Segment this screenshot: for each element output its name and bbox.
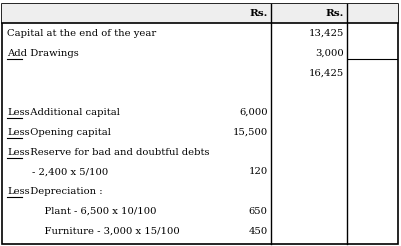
Text: Rs.: Rs. [249,9,268,18]
Text: 650: 650 [249,207,268,216]
Text: Add: Add [7,49,27,58]
Text: - 2,400 x 5/100: - 2,400 x 5/100 [7,167,108,176]
Text: 13,425: 13,425 [309,29,344,38]
Text: 450: 450 [249,227,268,236]
Text: Additional capital: Additional capital [24,108,120,117]
Text: Drawings: Drawings [24,49,79,58]
Text: Furniture - 3,000 x 15/100: Furniture - 3,000 x 15/100 [7,227,180,236]
Text: 6,000: 6,000 [239,108,268,117]
Text: Less: Less [7,128,30,137]
Text: Opening capital: Opening capital [24,128,111,137]
Bar [2,4,398,23]
Text: 15,500: 15,500 [233,128,268,137]
Text: 16,425: 16,425 [309,68,344,77]
Text: Rs.: Rs. [326,9,344,18]
Text: Plant - 6,500 x 10/100: Plant - 6,500 x 10/100 [7,207,157,216]
Text: Less: Less [7,187,30,196]
Text: Reserve for bad and doubtful debts: Reserve for bad and doubtful debts [24,148,210,156]
Text: Capital at the end of the year: Capital at the end of the year [7,29,156,38]
Text: 120: 120 [249,167,268,176]
Text: 3,000: 3,000 [315,49,344,58]
Text: Less: Less [7,148,30,156]
Text: Depreciation :: Depreciation : [24,187,103,196]
Text: Less: Less [7,108,30,117]
